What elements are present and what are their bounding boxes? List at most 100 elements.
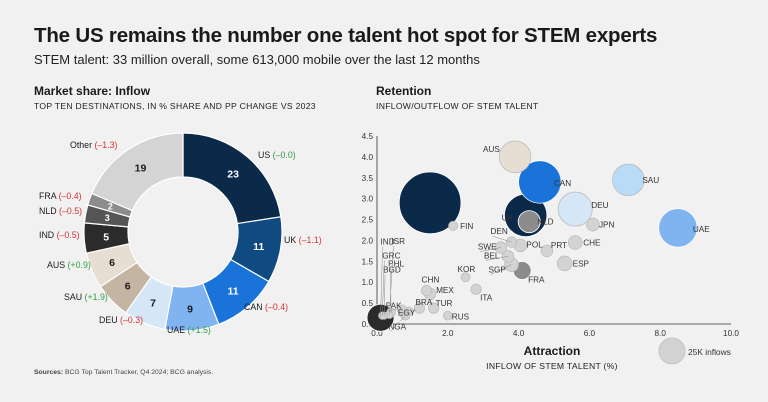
donut-change-aus: (+0.9) bbox=[68, 260, 91, 270]
donut-change-ind: (–0.5) bbox=[57, 230, 80, 240]
leader-line-swe bbox=[479, 247, 501, 252]
donut-change-uae: (+1.5) bbox=[188, 325, 211, 335]
source-label: Sources: bbox=[34, 369, 64, 376]
donut-value-uae: 9 bbox=[187, 303, 193, 315]
donut-value-fra: 2 bbox=[108, 202, 113, 212]
donut-label-sau: SAU (+1.9) bbox=[64, 292, 108, 302]
bubble-us bbox=[398, 171, 462, 235]
x-tick-label: 2.0 bbox=[442, 329, 454, 338]
y-tick-label: 4.0 bbox=[362, 153, 374, 162]
y-tick-label: 1.0 bbox=[362, 278, 374, 287]
bubble-fin bbox=[448, 220, 459, 231]
bubble-deu bbox=[557, 191, 593, 227]
donut-change-can: (–0.4) bbox=[265, 302, 288, 312]
leader-line-nga bbox=[390, 315, 406, 332]
bubble-che bbox=[567, 235, 583, 250]
y-tick-label: 2.0 bbox=[362, 236, 374, 245]
bubble-prt bbox=[540, 244, 554, 258]
x-axis-subtitle: INFLOW OF STEM TALENT (%) bbox=[486, 361, 618, 371]
bubble-label-sau: SAU bbox=[642, 176, 659, 185]
bubble-rus bbox=[442, 310, 453, 321]
donut-label-us: US (–0.0) bbox=[258, 150, 296, 160]
donut-value-deu: 7 bbox=[150, 298, 156, 310]
donut-value-nld: 3 bbox=[105, 213, 110, 223]
donut-change-uk: (–1.1) bbox=[299, 235, 322, 245]
donut-value-aus: 6 bbox=[109, 257, 115, 269]
bubble-tur bbox=[428, 302, 440, 314]
bubble-label-mex: MEX bbox=[436, 286, 454, 295]
donut-label-aus: AUS (+0.9) bbox=[47, 260, 91, 270]
donut-change-deu: (–0.3) bbox=[120, 315, 143, 325]
leader-line-bel bbox=[485, 256, 509, 261]
leader-line-grc bbox=[382, 260, 385, 316]
y-tick-label: 0.0 bbox=[362, 320, 374, 329]
donut-value-us: 23 bbox=[227, 168, 239, 180]
donut-change-nld: (–0.5) bbox=[59, 206, 82, 216]
source-text: BCG Top Talent Tracker, Q4 2024; BCG ana… bbox=[64, 369, 214, 376]
bubble-label-sgp: SGP bbox=[489, 266, 507, 275]
bubble-label-uae: UAE bbox=[693, 225, 710, 234]
bubble-label-rus: RUS bbox=[452, 313, 470, 322]
bubble-uae bbox=[658, 208, 698, 248]
bubble-label-jpn: JPN bbox=[599, 221, 615, 230]
donut-label-uae: UAE (+1.5) bbox=[167, 325, 211, 335]
page-subtitle: STEM talent: 33 million overall, some 61… bbox=[34, 52, 480, 67]
size-legend-label: 25K inflows bbox=[688, 347, 731, 357]
bubble-ita bbox=[470, 283, 482, 295]
y-tick-label: 2.5 bbox=[362, 216, 374, 225]
bubble-chn bbox=[420, 284, 433, 297]
donut-section-title: Market share: Inflow bbox=[34, 84, 151, 98]
x-tick-label: 4.0 bbox=[513, 329, 525, 338]
donut-value-can: 11 bbox=[228, 285, 239, 297]
source-note: Sources: BCG Top Talent Tracker, Q4 2024… bbox=[34, 369, 213, 376]
bubble-section-title: Retention bbox=[376, 84, 432, 98]
donut-value-sau: 6 bbox=[125, 280, 131, 292]
bubble-label-nga: NGA bbox=[388, 323, 406, 332]
bubble-label-fra: FRA bbox=[528, 276, 545, 285]
bubble-label-isr: ISR bbox=[391, 237, 405, 246]
donut-section-subtitle: TOP TEN DESTINATIONS, IN % SHARE AND PP … bbox=[34, 101, 316, 111]
leader-line-den bbox=[492, 235, 512, 243]
bubble-label-grc: GRC bbox=[382, 252, 400, 261]
x-tick-label: 10.0 bbox=[723, 329, 739, 338]
bubble-label-phl: PHL bbox=[388, 259, 404, 268]
leader-line-sgp bbox=[490, 264, 512, 275]
donut-change-fra: (–0.4) bbox=[59, 191, 82, 201]
bubble-label-chn: CHN bbox=[422, 276, 440, 285]
bubble-jpn bbox=[586, 217, 600, 232]
donut-label-ind: IND (–0.5) bbox=[39, 230, 80, 240]
bubble-label-egy: EGY bbox=[398, 308, 416, 317]
bubble-bra bbox=[413, 302, 426, 314]
bubble-label-uk: UK bbox=[502, 213, 514, 222]
y-tick-label: 3.5 bbox=[362, 174, 374, 183]
bubble-label-che: CHE bbox=[583, 239, 601, 248]
bubble-label-can: CAN bbox=[554, 179, 571, 188]
leader-line-ind bbox=[380, 246, 383, 318]
x-tick-label: 8.0 bbox=[655, 329, 667, 338]
donut-change-other: (–1.3) bbox=[94, 140, 117, 150]
donut-label-deu: DEU (–0.3) bbox=[99, 315, 143, 325]
x-tick-label: 6.0 bbox=[584, 329, 596, 338]
donut-label-can: CAN (–0.4) bbox=[244, 302, 288, 312]
x-axis-title: Attraction bbox=[524, 344, 581, 358]
leader-line-bgd bbox=[383, 274, 386, 316]
bubble-aus bbox=[498, 140, 532, 174]
bubble-label-pak: PAK bbox=[386, 301, 402, 310]
y-tick-label: 4.5 bbox=[362, 132, 374, 141]
donut-label-fra: FRA (–0.4) bbox=[39, 191, 82, 201]
donut-value-other: 19 bbox=[135, 163, 147, 175]
donut-label-uk: UK (–1.1) bbox=[284, 235, 322, 245]
bubble-label-deu: DEU bbox=[591, 201, 608, 210]
bubble-sau bbox=[612, 163, 645, 197]
donut-label-nld: NLD (–0.5) bbox=[39, 206, 82, 216]
donut-change-sau: (+1.9) bbox=[85, 292, 108, 302]
bubble-label-bel: BEL bbox=[484, 251, 500, 260]
donut-value-uk: 11 bbox=[253, 241, 264, 253]
size-legend-bubble bbox=[658, 337, 686, 365]
leader-line-isr bbox=[389, 245, 394, 315]
x-tick-label: 0.0 bbox=[371, 329, 383, 338]
y-tick-label: 0.5 bbox=[362, 299, 374, 308]
bubble-label-ind: IND bbox=[381, 238, 395, 247]
